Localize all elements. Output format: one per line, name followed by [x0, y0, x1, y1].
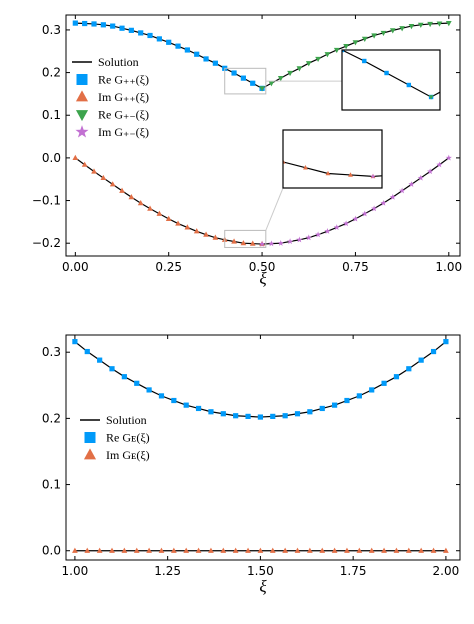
legend-label: Re Gᴇ(ξ): [106, 431, 150, 445]
y-tick-label: 0.3: [42, 23, 61, 37]
x-tick-label: 1.00: [62, 564, 89, 578]
marker-square: [231, 70, 236, 75]
marker-square: [72, 339, 77, 344]
x-tick-label: 0.75: [342, 260, 369, 274]
marker-square: [245, 414, 250, 419]
marker-square: [159, 393, 164, 398]
marker-square: [109, 366, 114, 371]
marker-square: [295, 411, 300, 416]
y-tick-label: −0.1: [32, 194, 61, 208]
legend-label: Solution: [98, 55, 139, 69]
marker-square: [221, 411, 226, 416]
marker-square: [122, 374, 127, 379]
marker-square: [85, 349, 90, 354]
marker-square: [77, 74, 88, 85]
x-tick-label: 1.25: [154, 564, 181, 578]
marker-square: [110, 23, 115, 28]
marker-square: [384, 71, 388, 75]
y-tick-label: 0.0: [42, 544, 61, 558]
x-tick-label: 1.00: [435, 260, 462, 274]
marker-square: [97, 358, 102, 363]
marker-square: [362, 59, 366, 63]
legend-label: Solution: [106, 413, 147, 427]
marker-square: [431, 349, 436, 354]
marker-square: [283, 413, 288, 418]
marker-square: [82, 21, 87, 26]
y-tick-label: 0.3: [42, 345, 61, 359]
inset-background: [342, 50, 440, 110]
legend-label: Im G₊₋(ξ): [98, 125, 149, 139]
marker-square: [91, 21, 96, 26]
marker-square: [208, 409, 213, 414]
y-tick-label: 0.0: [42, 151, 61, 165]
marker-square: [134, 381, 139, 386]
marker-square: [138, 30, 143, 35]
marker-square: [394, 374, 399, 379]
marker-square: [258, 414, 263, 419]
marker-square: [332, 403, 337, 408]
legend-label: Re G₊₋(ξ): [98, 108, 149, 122]
marker-square: [320, 406, 325, 411]
x-tick-label: 0.25: [155, 260, 182, 274]
marker-square: [381, 381, 386, 386]
marker-square: [119, 26, 124, 31]
legend-label: Im G₊₊(ξ): [98, 90, 149, 104]
inset-background: [283, 130, 382, 188]
marker-square: [203, 56, 208, 61]
marker-square: [307, 409, 312, 414]
y-tick-label: 0.2: [42, 411, 61, 425]
marker-square: [171, 398, 176, 403]
x-axis-label: ξ: [259, 269, 267, 288]
x-tick-label: 1.75: [340, 564, 367, 578]
marker-square: [196, 406, 201, 411]
marker-square: [270, 414, 275, 419]
marker-square: [175, 44, 180, 49]
legend-label: Re G₊₊(ξ): [98, 73, 149, 87]
marker-square: [185, 47, 190, 52]
marker-square: [357, 393, 362, 398]
marker-square: [443, 339, 448, 344]
marker-square: [147, 387, 152, 392]
marker-square: [147, 33, 152, 38]
marker-square: [157, 36, 162, 41]
marker-square: [406, 366, 411, 371]
x-tick-label: 1.50: [247, 564, 274, 578]
marker-square: [369, 387, 374, 392]
x-tick-label: 2.00: [433, 564, 460, 578]
y-tick-label: 0.1: [42, 108, 61, 122]
marker-square: [407, 83, 411, 87]
marker-square: [184, 403, 189, 408]
marker-square: [233, 413, 238, 418]
marker-square: [129, 28, 134, 33]
y-tick-label: −0.2: [32, 236, 61, 250]
marker-square: [250, 81, 255, 86]
marker-square: [166, 40, 171, 45]
x-tick-label: 0.00: [62, 260, 89, 274]
marker-square: [241, 76, 246, 81]
y-tick-label: 0.1: [42, 478, 61, 492]
marker-square: [419, 358, 424, 363]
legend-label: Im Gᴇ(ξ): [106, 448, 150, 462]
marker-square: [101, 22, 106, 27]
marker-square: [85, 432, 96, 443]
marker-square: [344, 398, 349, 403]
marker-square: [194, 52, 199, 57]
marker-square: [73, 21, 78, 26]
y-tick-label: 0.2: [42, 66, 61, 80]
marker-square: [213, 61, 218, 66]
x-axis-label: ξ: [259, 577, 267, 596]
